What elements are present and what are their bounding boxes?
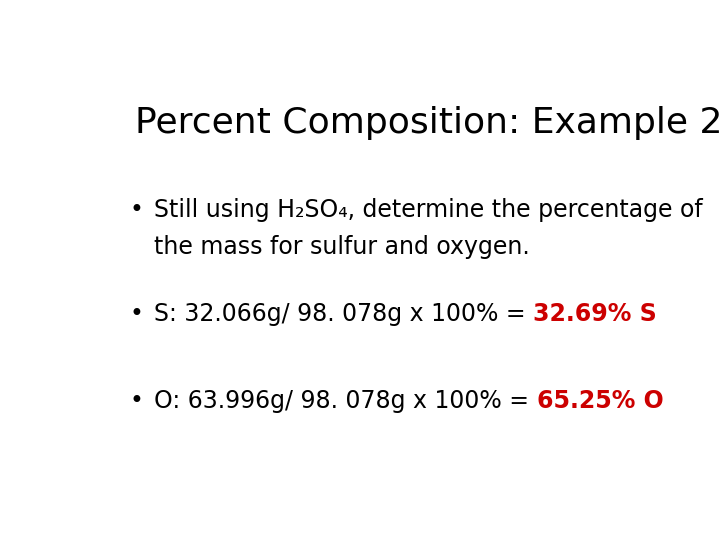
Text: S: 32.066g/ 98. 078g x 100% =: S: 32.066g/ 98. 078g x 100% = (154, 302, 534, 326)
Text: the mass for sulfur and oxygen.: the mass for sulfur and oxygen. (154, 235, 530, 259)
Text: •: • (129, 302, 143, 326)
Text: Still using H₂SO₄, determine the percentage of: Still using H₂SO₄, determine the percent… (154, 198, 703, 222)
Text: •: • (129, 198, 143, 222)
Text: 65.25% O: 65.25% O (536, 389, 663, 413)
Text: •: • (129, 389, 143, 413)
Text: Percent Composition: Example 2: Percent Composition: Example 2 (135, 106, 720, 140)
Text: O: 63.996g/ 98. 078g x 100% =: O: 63.996g/ 98. 078g x 100% = (154, 389, 536, 413)
Text: 32.69% S: 32.69% S (534, 302, 657, 326)
